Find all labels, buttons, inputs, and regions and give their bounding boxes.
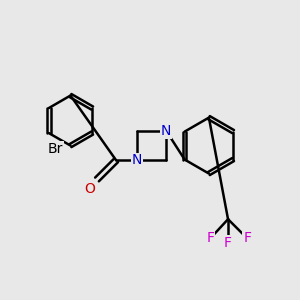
Text: F: F [206,231,214,245]
Text: N: N [132,153,142,167]
Text: O: O [85,182,95,197]
Text: F: F [243,231,251,245]
Text: N: N [161,124,171,138]
Text: F: F [224,236,232,250]
Text: Br: Br [48,142,63,155]
